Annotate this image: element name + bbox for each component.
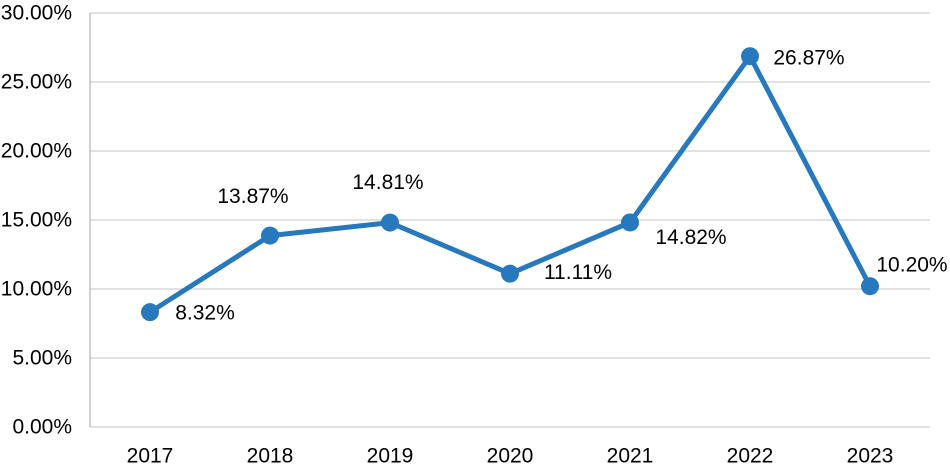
y-tick-label: 5.00%: [12, 347, 72, 370]
data-label: 10.20%: [876, 254, 947, 277]
y-tick-label: 10.00%: [1, 278, 72, 301]
y-tick-label: 30.00%: [1, 2, 72, 25]
data-point-marker: [621, 213, 639, 232]
x-tick-label: 2018: [247, 445, 294, 468]
data-point-marker: [501, 264, 519, 283]
data-point-marker: [261, 226, 279, 245]
y-tick-label: 20.00%: [1, 140, 72, 163]
data-label: 8.32%: [175, 302, 235, 325]
y-tick-label: 0.00%: [12, 416, 72, 439]
data-point-marker: [741, 47, 759, 66]
data-label: 14.81%: [352, 171, 423, 194]
x-tick-label: 2022: [727, 445, 774, 468]
data-point-marker: [141, 303, 159, 322]
data-label: 26.87%: [773, 47, 844, 70]
data-label: 14.82%: [655, 226, 726, 249]
x-tick-label: 2017: [127, 445, 174, 468]
x-tick-label: 2023: [847, 445, 894, 468]
data-label: 11.11%: [544, 261, 612, 284]
x-tick-label: 2019: [367, 445, 414, 468]
data-point-marker: [861, 277, 879, 296]
y-tick-label: 15.00%: [1, 209, 72, 232]
data-point-marker: [381, 213, 399, 232]
x-tick-label: 2021: [607, 445, 654, 468]
x-tick-label: 2020: [487, 445, 534, 468]
data-label: 13.87%: [217, 185, 288, 208]
y-tick-label: 25.00%: [1, 71, 72, 94]
